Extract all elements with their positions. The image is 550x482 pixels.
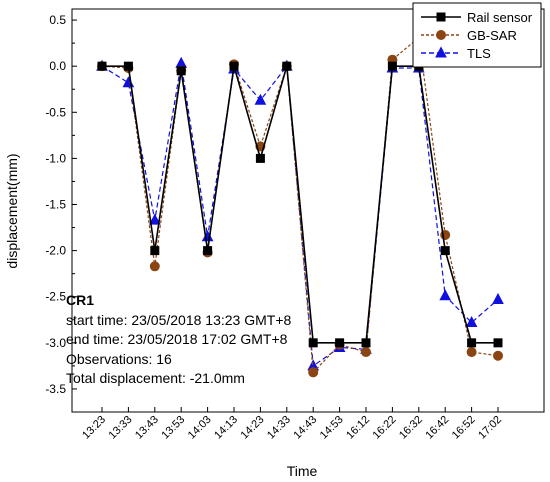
data-point (465, 315, 478, 328)
legend-box (412, 2, 542, 68)
x-tick-label: 17:02 (476, 414, 504, 442)
legend-marker (435, 46, 447, 58)
data-point (467, 338, 477, 348)
series-layer (96, 32, 504, 378)
data-point (123, 61, 133, 71)
x-tick-label: 14:13 (212, 414, 240, 442)
legend-label: GB-SAR (467, 28, 517, 43)
data-point (148, 213, 161, 225)
x-tick-label: 13:53 (159, 414, 187, 442)
x-tick-label: 16:52 (450, 414, 478, 442)
legend: Rail sensor GB-SAR TLS (412, 2, 542, 68)
data-point (387, 61, 397, 71)
data-point (254, 93, 267, 105)
x-tick-label: 13:33 (107, 414, 135, 442)
data-point (150, 246, 160, 256)
x-tick-label: 16:22 (371, 414, 399, 442)
data-point (149, 261, 160, 272)
annotation-line-observations: Observations: 16 (66, 351, 172, 367)
data-point (493, 350, 503, 361)
x-tick-label: 14:53 (318, 414, 346, 442)
y-tick-label: -3.0 (45, 336, 66, 350)
y-axis-label: displacement(mm) (4, 153, 20, 268)
info-annotation: CR1 start time: 23/05/2018 13:23 GMT+8 e… (66, 292, 292, 386)
x-tick-label: 16:42 (423, 414, 451, 442)
y-tick-label: -1.5 (45, 198, 66, 212)
data-point (440, 246, 450, 256)
y-tick-label: 0.5 (49, 13, 66, 27)
y-tick-label: -3.5 (45, 382, 66, 396)
data-point (439, 289, 452, 301)
data-point (255, 153, 265, 163)
plot-frame (71, 8, 545, 413)
data-point (176, 66, 186, 76)
data-point (361, 338, 371, 348)
y-tick-label: -1.0 (45, 151, 66, 165)
x-tick-label: 14:43 (291, 414, 319, 442)
data-point (97, 61, 107, 71)
data-point (308, 367, 319, 378)
annotation-title: CR1 (66, 292, 94, 308)
data-point (203, 246, 213, 256)
x-tick-label: 14:03 (186, 414, 214, 442)
data-point (466, 347, 477, 358)
data-point (361, 347, 371, 358)
x-tick-label: 16:32 (397, 414, 425, 442)
y-tick-label: -2.0 (45, 244, 66, 258)
data-point (335, 338, 345, 348)
annotation-line-total: Total displacement: -21.0mm (66, 370, 245, 386)
data-point (229, 61, 239, 71)
data-point (282, 61, 292, 71)
data-point (493, 338, 503, 348)
y-axis: 0.5 0.0 -0.5 -1.0 -1.5 -2.0 -2.5 -3.0 -3.5 (45, 13, 77, 396)
legend-label: TLS (467, 46, 491, 61)
y-tick-label: -0.5 (45, 105, 66, 119)
legend-marker (436, 30, 446, 40)
x-axis-label: Time (287, 463, 318, 479)
series-line (101, 63, 499, 367)
x-tick-label: 13:43 (133, 414, 161, 442)
data-point (308, 338, 318, 348)
x-tick-label: 13:23 (80, 414, 108, 442)
data-point (492, 292, 504, 304)
series-line (101, 36, 499, 374)
y-tick-label: -2.5 (45, 290, 66, 304)
annotation-line-end: end time: 23/05/2018 17:02 GMT+8 (66, 331, 288, 347)
legend-marker (436, 12, 446, 22)
x-tick-label: 14:33 (265, 414, 293, 442)
x-tick-label: 16:12 (344, 414, 372, 442)
x-tick-label: 14:23 (239, 414, 267, 442)
annotation-line-start: start time: 23/05/2018 13:23 GMT+8 (66, 312, 292, 328)
y-tick-label: 0.0 (49, 59, 66, 73)
data-point (201, 230, 214, 242)
legend-label: Rail sensor (467, 10, 533, 25)
series-line (102, 65, 498, 344)
